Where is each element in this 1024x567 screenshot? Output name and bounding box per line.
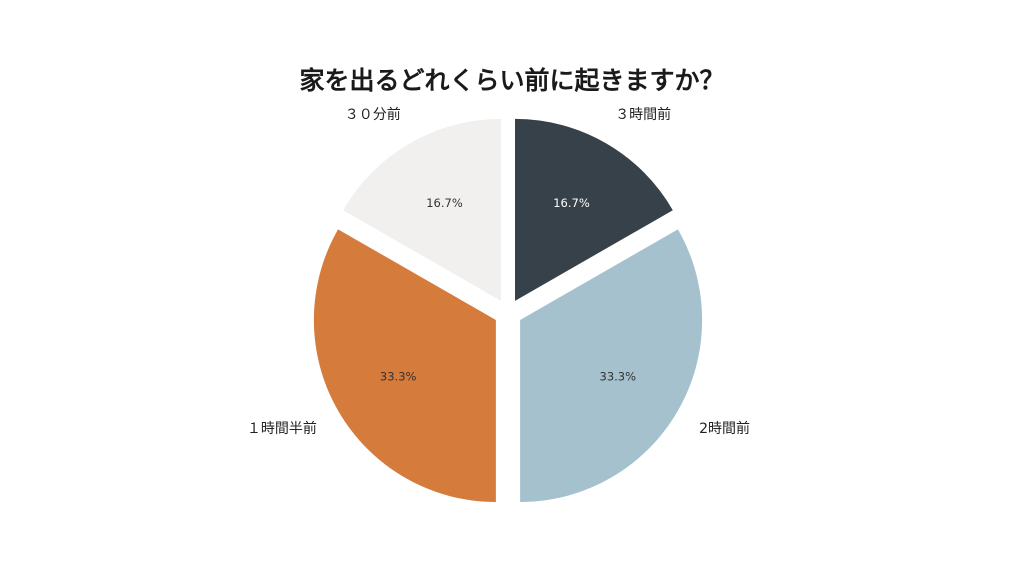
slice-category-label-2: 2時間前: [699, 420, 750, 437]
slice-category-label-1: ３時間前: [615, 106, 671, 123]
slice-percent-label-2: 33.3%: [600, 370, 637, 384]
chart-title: 家を出るどれくらい前に起きますか？: [299, 66, 724, 95]
pie-slice-3: [313, 229, 496, 503]
slice-percent-label-3: 33.3%: [380, 370, 417, 384]
category-labels: ３時間前 2時間前 １時間半前 ３０分前: [247, 106, 750, 437]
percent-labels: 16.7% 33.3% 33.3% 16.7%: [380, 196, 636, 383]
pie-slice-4: [343, 118, 501, 301]
slice-percent-label-4: 16.7%: [426, 196, 463, 210]
pie-slice-2: [520, 229, 703, 503]
slice-category-label-3: １時間半前: [247, 420, 317, 437]
pie-slices: [313, 118, 703, 503]
slice-category-label-4: ３０分前: [345, 106, 401, 123]
slice-percent-label-1: 16.7%: [553, 196, 590, 210]
pie-slice-1: [515, 118, 673, 301]
